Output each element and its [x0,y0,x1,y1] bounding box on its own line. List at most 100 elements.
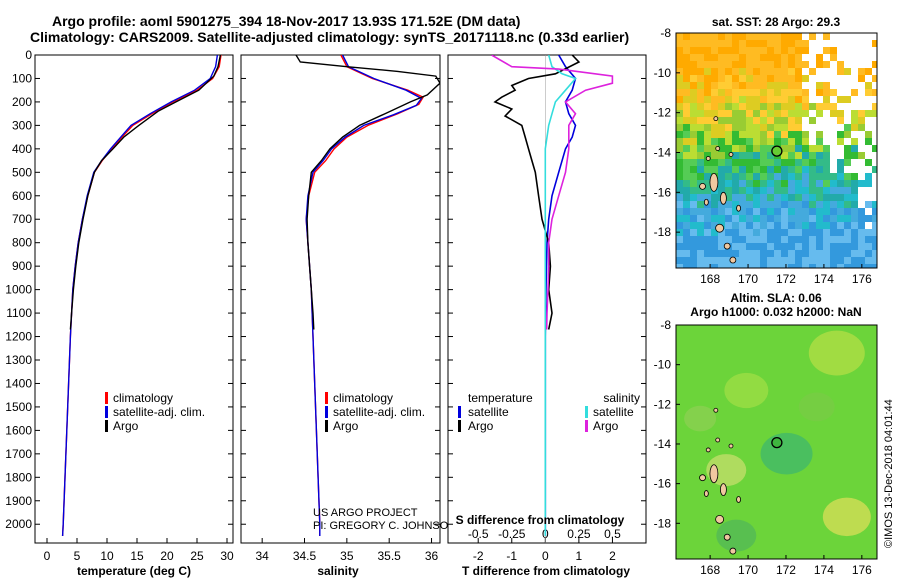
sst-cell [760,208,767,215]
sst-cell [732,187,739,194]
sst-cell [760,173,767,180]
sst-cell [704,208,711,215]
sst-cell [802,96,809,103]
sst-cell [802,264,809,268]
island [720,483,727,496]
sst-cell [753,145,760,152]
sst-cell [844,194,851,201]
sla-map-islands [699,407,741,555]
sst-cell [865,173,872,180]
difference-xlabel: T difference from climatology [462,564,630,578]
sst-cell [753,96,760,103]
sst-cell [830,222,837,229]
sst-cell [781,75,788,82]
legend-swatch-climatology [325,392,328,404]
sst-cell [872,215,877,222]
sst-cell [732,180,739,187]
sst-cell [683,257,690,264]
sst-cell [865,250,872,257]
island [715,437,721,443]
sst-cell [718,33,725,40]
sst-cell [732,215,739,222]
sst-cell [872,61,877,68]
sst-cell [739,103,746,110]
sst-cell [802,236,809,243]
sst-cell [767,257,774,264]
sst-cell [767,145,774,152]
sst-cell [865,236,872,243]
sst-cell [802,180,809,187]
sst-cell [711,103,718,110]
sst-cell [816,215,823,222]
sst-cell [809,117,816,124]
s-tick-label: -0.5 [468,527,489,541]
sst-cell [823,187,830,194]
sst-cell [753,215,760,222]
sst-cell [760,194,767,201]
sst-cell [760,138,767,145]
sla-map-ticks: 168 170 172 174 176 -8 -10 -12 -14 -16 -18 [654,318,873,577]
sst-cell [725,145,732,152]
sst-cell [844,124,851,131]
island [736,204,741,212]
sst-cell [802,110,809,117]
sst-cell [746,33,753,40]
sst-cell [774,103,781,110]
depth-tick-label: 1900 [5,494,32,508]
island [720,191,727,205]
sst-cell [823,222,830,229]
sst-cell [865,257,872,264]
sst-cell [767,89,774,96]
sst-cell [823,215,830,222]
sla-anomaly-blob [822,497,871,537]
sst-cell [683,110,690,117]
sst-cell [774,96,781,103]
sst-cell [732,131,739,138]
sst-cell [753,222,760,229]
sst-cell [788,96,795,103]
sst-cell [802,152,809,159]
sst-cell [697,33,704,40]
sst-cell [746,47,753,54]
sst-cell [704,47,711,54]
sst-cell [774,257,781,264]
sst-cell [718,82,725,89]
lon-tick-label: 170 [738,272,758,286]
sst-cell [690,145,697,152]
sst-cell [676,82,683,89]
sst-cell [816,187,823,194]
sst-cell [725,54,732,61]
island [709,464,719,484]
sst-cell [774,124,781,131]
sst-cell [690,138,697,145]
sst-cell [711,194,718,201]
sst-cell [844,145,851,152]
sst-cell [809,166,816,173]
island [723,242,731,250]
sst-cell [802,89,809,96]
sst-cell [683,82,690,89]
sst-cell [704,131,711,138]
sst-cell [781,68,788,75]
lat-tick-label: -18 [654,516,672,530]
sst-cell [753,82,760,89]
sst-cell [683,222,690,229]
sst-cell [767,110,774,117]
sst-cell [718,145,725,152]
sst-cell [676,257,683,264]
sst-cell [732,264,739,268]
sst-cell [830,47,837,54]
sst-cell [830,208,837,215]
sst-cell [795,152,802,159]
sst-map-panel: sat. SST: 28 Argo: 29.3 168 170 172 174 176 -… [654,15,878,286]
sst-cell [788,47,795,54]
sst-cell [725,82,732,89]
sst-cell [725,138,732,145]
sst-cell [690,187,697,194]
sst-cell [746,110,753,117]
sst-cell [746,250,753,257]
sst-cell [732,75,739,82]
sst-cell [676,47,683,54]
sst-cell [697,110,704,117]
